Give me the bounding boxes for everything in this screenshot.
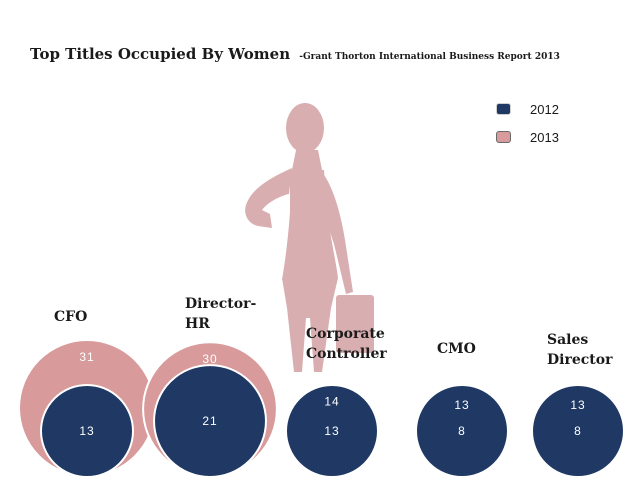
woman-silhouette-image xyxy=(245,103,374,372)
data-label-2012-corporate-controller: 13 xyxy=(324,424,339,438)
legend-label-2012: 2012 xyxy=(530,101,559,117)
data-label-2013-sales-director: 13 xyxy=(570,398,585,412)
bubble-2012-cmo xyxy=(415,384,509,478)
category-label-director-hr-line-1: Director- xyxy=(185,296,257,312)
category-label-cfo: CFO xyxy=(54,307,87,327)
category-label-corporate-controller-line-1: Corporate xyxy=(306,326,385,342)
legend-item-2013: 2013 xyxy=(496,123,559,151)
data-label-2012-cfo: 13 xyxy=(79,424,94,438)
legend-swatch-2013 xyxy=(496,131,511,143)
data-label-2013-corporate-controller: 14 xyxy=(324,395,339,409)
data-label-2013-cmo: 13 xyxy=(454,398,469,412)
legend-item-2012: 2012 xyxy=(496,95,559,123)
category-label-cfo-line-1: CFO xyxy=(54,309,88,325)
bubble-2012-cfo xyxy=(40,384,134,478)
category-label-sales-director: Sales Director xyxy=(547,330,612,370)
bubble-2012-corporate-controller xyxy=(285,384,379,478)
legend-swatch-2012 xyxy=(496,103,511,115)
bubble-group: 31 13 30 21 14 13 13 8 13 8 xyxy=(18,339,625,478)
chart-title: Top Titles Occupied By Women xyxy=(30,45,291,63)
data-label-2012-cmo: 8 xyxy=(458,424,466,438)
category-label-director-hr-line-2: HR xyxy=(185,316,210,332)
category-label-sales-director-line-1: Sales xyxy=(547,332,589,348)
data-label-2012-director-hr: 21 xyxy=(202,414,217,428)
legend: 2012 2013 xyxy=(496,95,559,151)
category-label-director-hr: Director- HR xyxy=(185,294,256,334)
category-label-cmo-line-1: CMO xyxy=(437,341,476,357)
data-label-2012-sales-director: 8 xyxy=(574,424,582,438)
chart-subtitle: -Grant Thorton International Business Re… xyxy=(299,52,560,62)
bubble-2012-director-hr xyxy=(153,364,267,478)
data-label-2013-director-hr: 30 xyxy=(202,352,217,366)
chart-title-block: Top Titles Occupied By Women -Grant Thor… xyxy=(30,44,560,63)
category-label-cmo: CMO xyxy=(437,339,476,359)
bubble-2012-sales-director xyxy=(531,384,625,478)
category-label-corporate-controller: Corporate Controller xyxy=(306,324,387,364)
data-label-2013-cfo: 31 xyxy=(79,350,94,364)
legend-label-2013: 2013 xyxy=(530,129,559,145)
category-label-sales-director-line-2: Director xyxy=(547,352,613,368)
category-label-corporate-controller-line-2: Controller xyxy=(306,346,387,362)
